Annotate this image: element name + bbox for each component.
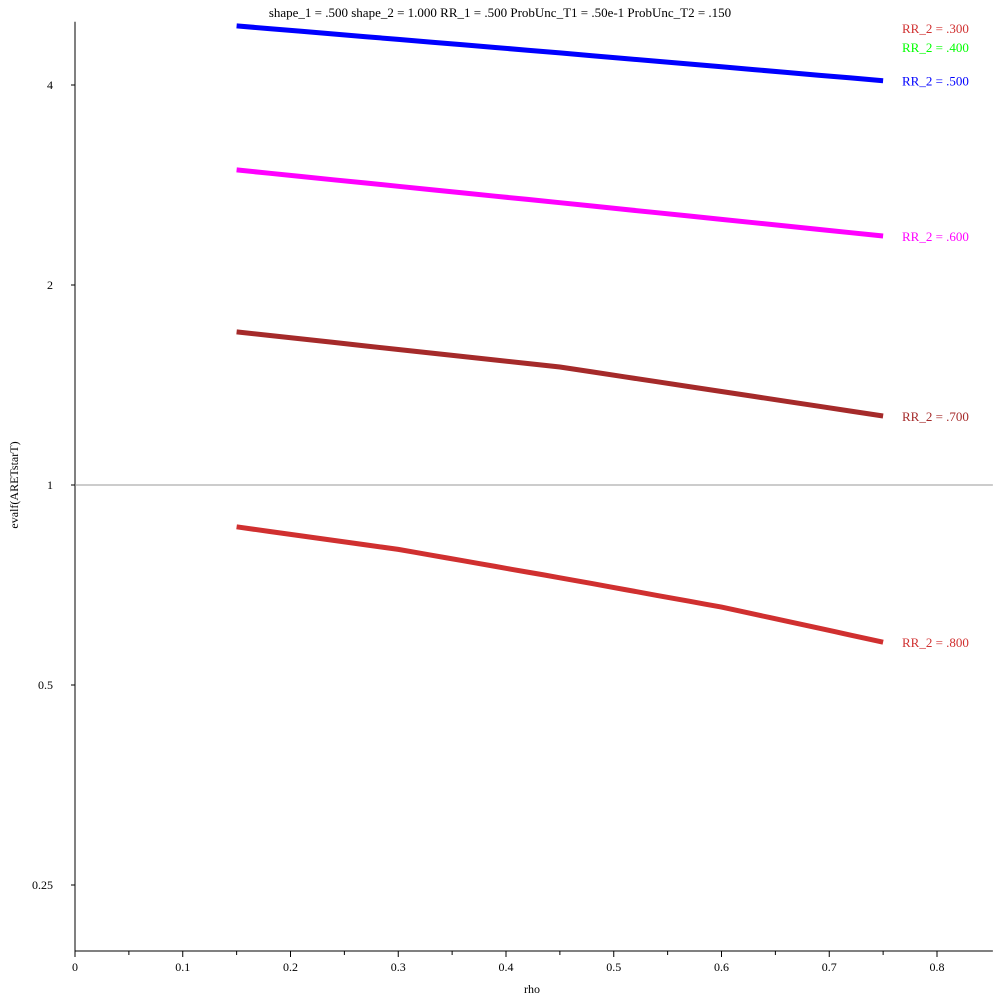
x-tick-label: 0.5 bbox=[606, 960, 621, 974]
y-tick-label: 0.25 bbox=[32, 878, 53, 892]
series-label: RR_2 = .600 bbox=[902, 229, 969, 244]
series-label: RR_2 = .700 bbox=[902, 409, 969, 424]
x-tick-label: 0.8 bbox=[930, 960, 945, 974]
series-label: RR_2 = .500 bbox=[902, 74, 969, 89]
x-tick-label: 0.4 bbox=[499, 960, 514, 974]
y-tick-label: 2 bbox=[47, 278, 53, 292]
series-line bbox=[236, 23, 884, 84]
x-tick-label: 0 bbox=[72, 960, 78, 974]
series-line bbox=[236, 167, 884, 239]
series-line bbox=[236, 329, 884, 419]
series-label: RR_2 = .300 bbox=[902, 21, 969, 36]
series-label: RR_2 = .400 bbox=[902, 40, 969, 55]
x-tick-label: 0.3 bbox=[391, 960, 406, 974]
y-axis-label: evalf(ARETstarT) bbox=[7, 441, 21, 528]
y-tick-label: 0.5 bbox=[38, 678, 53, 692]
series-line bbox=[236, 524, 884, 645]
x-tick-label: 0.7 bbox=[822, 960, 837, 974]
x-tick-label: 0.1 bbox=[175, 960, 190, 974]
x-axis-label: rho bbox=[524, 982, 540, 996]
series-label: RR_2 = .800 bbox=[902, 635, 969, 650]
x-tick-label: 0.6 bbox=[714, 960, 729, 974]
y-tick-label: 1 bbox=[47, 478, 53, 492]
chart-title: shape_1 = .500 shape_2 = 1.000 RR_1 = .5… bbox=[269, 5, 731, 20]
x-tick-label: 0.2 bbox=[283, 960, 298, 974]
y-tick-label: 4 bbox=[47, 78, 53, 92]
plot-area: 0 0.1 0.2 0.3 0.4 0.5 0.6 0.7 0.8 0.25 0.5 1 2 4 RR_2 … bbox=[32, 21, 993, 974]
